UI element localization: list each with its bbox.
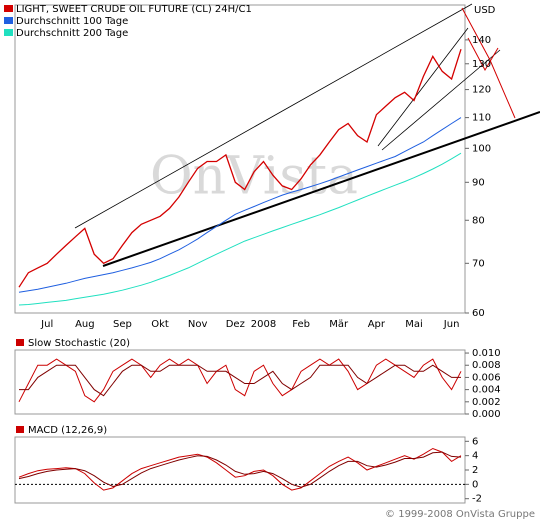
legend-swatch	[4, 5, 13, 12]
x-tick-label: Jun	[443, 319, 460, 330]
x-tick-label: Mär	[329, 319, 349, 330]
legend-swatch	[4, 17, 13, 24]
y-tick-label: -2	[472, 494, 482, 505]
x-tick-label: Nov	[188, 319, 208, 330]
x-tick-label: Aug	[75, 319, 95, 330]
copyright: © 1999-2008 OnVista Gruppe	[385, 509, 535, 520]
x-tick-label: Dez	[226, 319, 245, 330]
y-tick-label: 60	[472, 308, 485, 319]
y-tick-label: 0.010	[472, 348, 501, 359]
legend-label: Durchschnitt 200 Tage	[16, 28, 128, 39]
x-tick-label: 2008	[251, 319, 276, 330]
x-tick-label: Apr	[368, 319, 386, 330]
y-tick-label: 0.000	[472, 409, 501, 420]
y-tick-label: 4	[472, 451, 478, 462]
x-tick-label: Feb	[292, 319, 310, 330]
series-line	[18, 117, 462, 293]
panel-title: MACD (12,26,9)	[28, 425, 107, 436]
y-axis-label: USD	[474, 5, 496, 16]
panel-title: Slow Stochastic (20)	[28, 338, 130, 349]
trend-lines	[74, 3, 540, 267]
y-tick-label: 0.004	[472, 385, 501, 396]
macd-panel	[14, 436, 466, 504]
y-tick-label: 0.002	[472, 397, 501, 408]
x-tick-label: Jul	[40, 319, 53, 330]
price-panel	[14, 4, 466, 314]
series-line	[19, 364, 461, 397]
x-tick-label: Sep	[113, 319, 132, 330]
series-line	[18, 49, 462, 288]
series-line	[18, 447, 462, 491]
y-tick-label: 110	[472, 113, 491, 124]
watermark: OnVista	[150, 147, 358, 207]
y-tick-label: 80	[472, 215, 485, 226]
legend-swatch	[16, 426, 24, 433]
series-line	[18, 152, 462, 306]
y-tick-label: 90	[472, 177, 485, 188]
y-tick-label: 130	[472, 59, 491, 70]
x-tick-label: Okt	[151, 319, 169, 330]
series-line	[18, 451, 462, 488]
y-tick-label: 70	[472, 258, 485, 269]
legend-swatch	[16, 339, 24, 346]
legend-label: Durchschnitt 100 Tage	[16, 16, 128, 27]
y-tick-label: 100	[472, 143, 491, 154]
y-tick-label: 0	[472, 479, 478, 490]
series-line	[18, 358, 462, 403]
legend-swatch	[4, 29, 13, 36]
y-tick-label: 6	[472, 436, 478, 447]
y-tick-label: 0.008	[472, 360, 501, 371]
y-tick-label: 0.006	[472, 372, 501, 383]
stochastic-panel	[14, 349, 466, 415]
y-tick-label: 2	[472, 465, 478, 476]
legend-label: LIGHT, SWEET CRUDE OIL FUTURE (CL) 24H/C…	[16, 4, 252, 15]
x-tick-label: Mai	[405, 319, 423, 330]
y-tick-label: 140	[472, 35, 491, 46]
y-tick-label: 120	[472, 85, 491, 96]
